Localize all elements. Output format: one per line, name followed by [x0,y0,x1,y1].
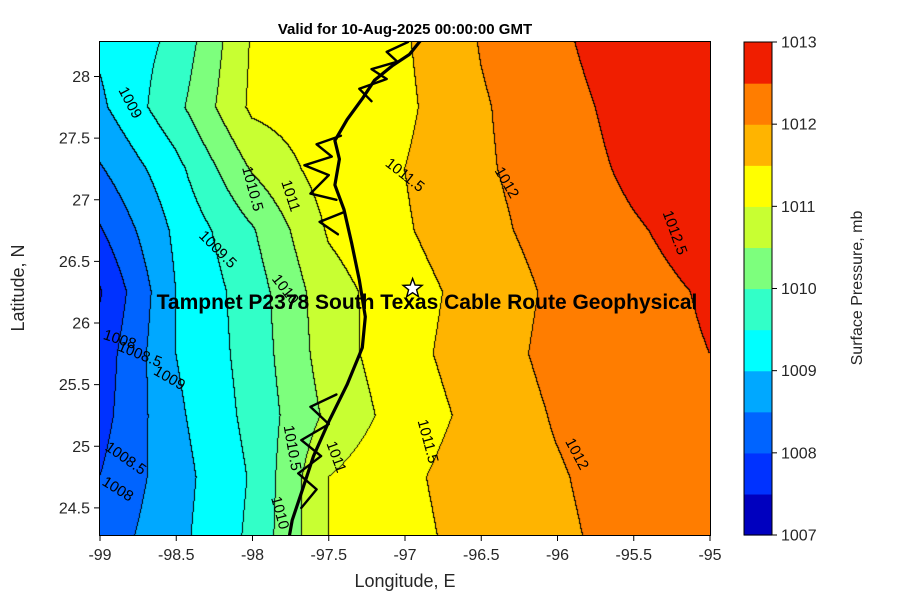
colorbar-band [744,370,772,413]
colorbar-tick-label: 1012 [781,117,817,134]
colorbar-tick-label: 1008 [781,445,817,462]
y-tick-label: 25 [72,439,90,456]
contour-label: 1011 [277,178,303,214]
colorbar-band [744,452,772,495]
y-tick-label: 25.5 [59,377,90,394]
colorbar-band [744,288,772,331]
contour-label: 1012 [491,164,522,201]
coastline-bay [303,134,343,201]
colorbar-band [744,42,772,84]
y-tick-label: 27 [72,192,90,209]
contour-label: 1012.5 [659,208,691,257]
coastline-bay [318,210,346,236]
colorbar-tick-label: 1011 [781,199,816,216]
colorbar-band [744,329,772,372]
contour-label: 1010.5 [280,424,305,472]
x-axis-label: Longitude, E [354,571,455,591]
contour-label: 1012 [561,435,592,472]
x-tick-label: -98.5 [158,547,195,564]
contour-label: 1011.5 [414,418,442,466]
contour-label: 1011 [323,439,350,475]
colorbar-tick-label: 1007 [781,528,817,545]
colorbar-band [744,206,772,249]
colorbar-tick-label: 1013 [781,35,817,52]
contour-label: 1010.5 [238,164,266,213]
colorbar-tick-label: 1009 [781,363,817,380]
x-tick-label: -99 [88,547,111,564]
contour-label: 1009 [151,363,188,394]
contour-label: 1009 [115,84,146,121]
contour-label: 1009.5 [195,227,239,271]
x-tick-label: -97 [393,547,416,564]
x-tick-label: -98 [241,547,264,564]
colorbar-band [744,493,772,536]
x-tick-label: -95 [698,547,721,564]
map-overlay-group: 1009 1010.5 1011 1011.5 1012 1012.5 1009.5 1010… [99,42,691,535]
colorbar-label: Surface Pressure, mb [849,211,866,366]
y-tick-label: 27.5 [59,131,90,148]
x-tick-label: -96.5 [463,547,500,564]
coastline [287,42,422,535]
colorbar-band [744,165,772,207]
y-tick-label: 26.5 [59,254,90,271]
plot-border [99,41,711,536]
y-tick-label: 28 [72,69,90,86]
contour-label: 1008 [99,473,136,505]
y-axis-label: Latitude, N [8,244,28,331]
contour-label: 1011.5 [382,155,428,196]
y-tick-label: 26 [72,316,90,333]
x-tick-label: -97.5 [311,547,348,564]
colorbar-band [744,247,772,290]
plot-title: Valid for 10-Aug-2025 00:00:00 GMT [278,21,532,38]
coastline-bay [358,42,410,103]
x-tick-label: -96 [546,547,569,564]
contour-field-canvas [100,42,710,535]
x-tick-label: -95.5 [616,547,653,564]
axes-and-colorbar: -99 -98.5 -98 -97.5 -97 -96.5 -96 -95.5 -95 24.5 2… [59,35,817,565]
colorbar-band [744,411,772,454]
colorbar-tick-label: 1010 [781,281,817,298]
route-annotation: Tampnet P2378 South Texas Cable Route Ge… [157,291,698,314]
coastline-bay [297,393,338,510]
contour-label: 1010 [267,495,292,532]
colorbar-band [744,83,772,125]
y-tick-label: 24.5 [59,500,90,517]
star-marker [401,276,424,299]
colorbar-band [744,124,772,166]
